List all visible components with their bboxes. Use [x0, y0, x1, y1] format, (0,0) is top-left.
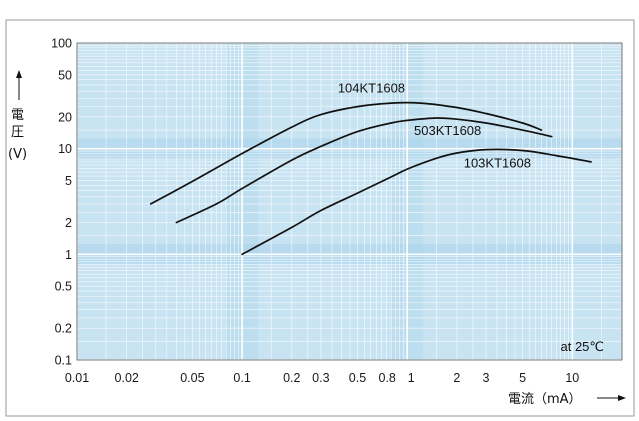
- y-tick-label: 0.2: [55, 322, 72, 336]
- series-label-503KT1608: 503KT1608: [414, 123, 481, 138]
- x-tick-label: 1: [408, 371, 415, 385]
- y-axis-label-char2: 圧: [11, 125, 24, 140]
- y-tick-labels: 100 50 20 10 5 2 1 0.5 0.2 0.1: [51, 37, 72, 368]
- y-tick-label: 1: [65, 248, 72, 262]
- y-axis-label: 電 圧 (V): [8, 70, 27, 162]
- y-tick-label: 10: [58, 142, 72, 156]
- y-tick-label: 5: [65, 174, 72, 188]
- y-tick-label: 2: [65, 216, 72, 230]
- x-tick-label: 0.01: [65, 371, 89, 385]
- x-axis-arrow-head: [618, 395, 626, 401]
- x-tick-label: 0.1: [233, 371, 250, 385]
- y-tick-label: 100: [51, 37, 72, 51]
- y-tick-label: 0.5: [55, 280, 72, 294]
- x-tick-label: 0.8: [379, 371, 396, 385]
- x-tick-label: 0.3: [312, 371, 329, 385]
- x-tick-label: 0.2: [283, 371, 300, 385]
- series-label-104KT1608: 104KT1608: [338, 81, 405, 96]
- x-axis-label: 電流（mA）: [508, 392, 626, 407]
- x-tick-label: 0.05: [180, 371, 204, 385]
- x-tick-label: 0.5: [349, 371, 366, 385]
- x-tick-label: 2: [453, 371, 460, 385]
- x-tick-label: 5: [519, 371, 526, 385]
- x-tick-label: 3: [482, 371, 489, 385]
- y-axis-arrow-head: [16, 70, 22, 78]
- x-tick-label: 0.02: [115, 371, 139, 385]
- x-tick-labels: 0.01 0.02 0.05 0.1 0.2 0.3 0.5 0.8 1 2 3 5 10: [65, 371, 579, 385]
- temperature-annotation: at 25℃: [560, 339, 604, 354]
- y-tick-label: 0.1: [55, 354, 72, 368]
- series-label-103KT1608: 103KT1608: [464, 156, 531, 171]
- y-axis-unit: (V): [8, 147, 27, 162]
- y-tick-label: 20: [58, 110, 72, 124]
- y-axis-label-char1: 電: [11, 108, 24, 123]
- y-tick-label: 50: [58, 68, 72, 82]
- x-tick-label: 10: [565, 371, 579, 385]
- x-axis-label-text: 電流（mA）: [508, 392, 582, 407]
